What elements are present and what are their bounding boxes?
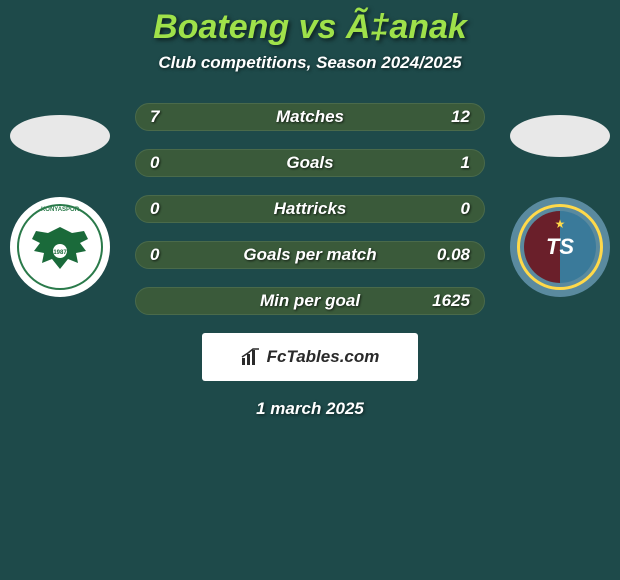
eagle-icon: 1987 [28,223,92,271]
stat-row: 0 Goals 1 [135,149,485,177]
stat-right-value: 1625 [432,287,470,315]
watermark-text: FcTables.com [267,347,380,367]
subtitle: Club competitions, Season 2024/2025 [0,53,620,73]
comparison-card: Boateng vs Ã‡anak Club competitions, Sea… [0,0,620,580]
stat-label: Hattricks [274,199,347,218]
stat-right-value: 12 [451,103,470,131]
stat-label: Min per goal [260,291,360,310]
watermark: FcTables.com [202,333,418,381]
stat-label: Goals per match [243,245,376,264]
right-club-letters: TS [546,234,574,260]
stats-container: 7 Matches 12 0 Goals 1 0 Hattricks 0 0 Goals per m… [135,103,485,315]
right-player-avatar [510,115,610,157]
left-club-badge: 1987 KONYASPOR [10,197,110,297]
stat-label: Goals [286,153,333,172]
stat-left-value: 0 [150,195,159,223]
title: Boateng vs Ã‡anak [0,0,620,47]
stat-right-value: 0 [461,195,470,223]
right-club-badge: ★ TS [510,197,610,297]
stat-right-value: 0.08 [437,241,470,269]
stat-row: Min per goal 1625 [135,287,485,315]
stat-row: 0 Hattricks 0 [135,195,485,223]
left-club-name: KONYASPOR [41,207,79,213]
stat-left-value: 0 [150,149,159,177]
stat-right-value: 1 [461,149,470,177]
svg-text:1987: 1987 [53,250,67,256]
left-player-avatar [10,115,110,157]
star-icon: ★ [555,217,566,231]
stat-row: 0 Goals per match 0.08 [135,241,485,269]
stat-label: Matches [276,107,344,126]
date-text: 1 march 2025 [0,399,620,419]
stat-left-value: 7 [150,103,159,131]
left-player-column: 1987 KONYASPOR [0,115,120,297]
ts-crest-icon: ★ TS [524,211,596,283]
right-player-column: ★ TS [500,115,620,297]
stat-left-value: 0 [150,241,159,269]
bar-chart-icon [241,348,263,366]
stat-row: 7 Matches 12 [135,103,485,131]
